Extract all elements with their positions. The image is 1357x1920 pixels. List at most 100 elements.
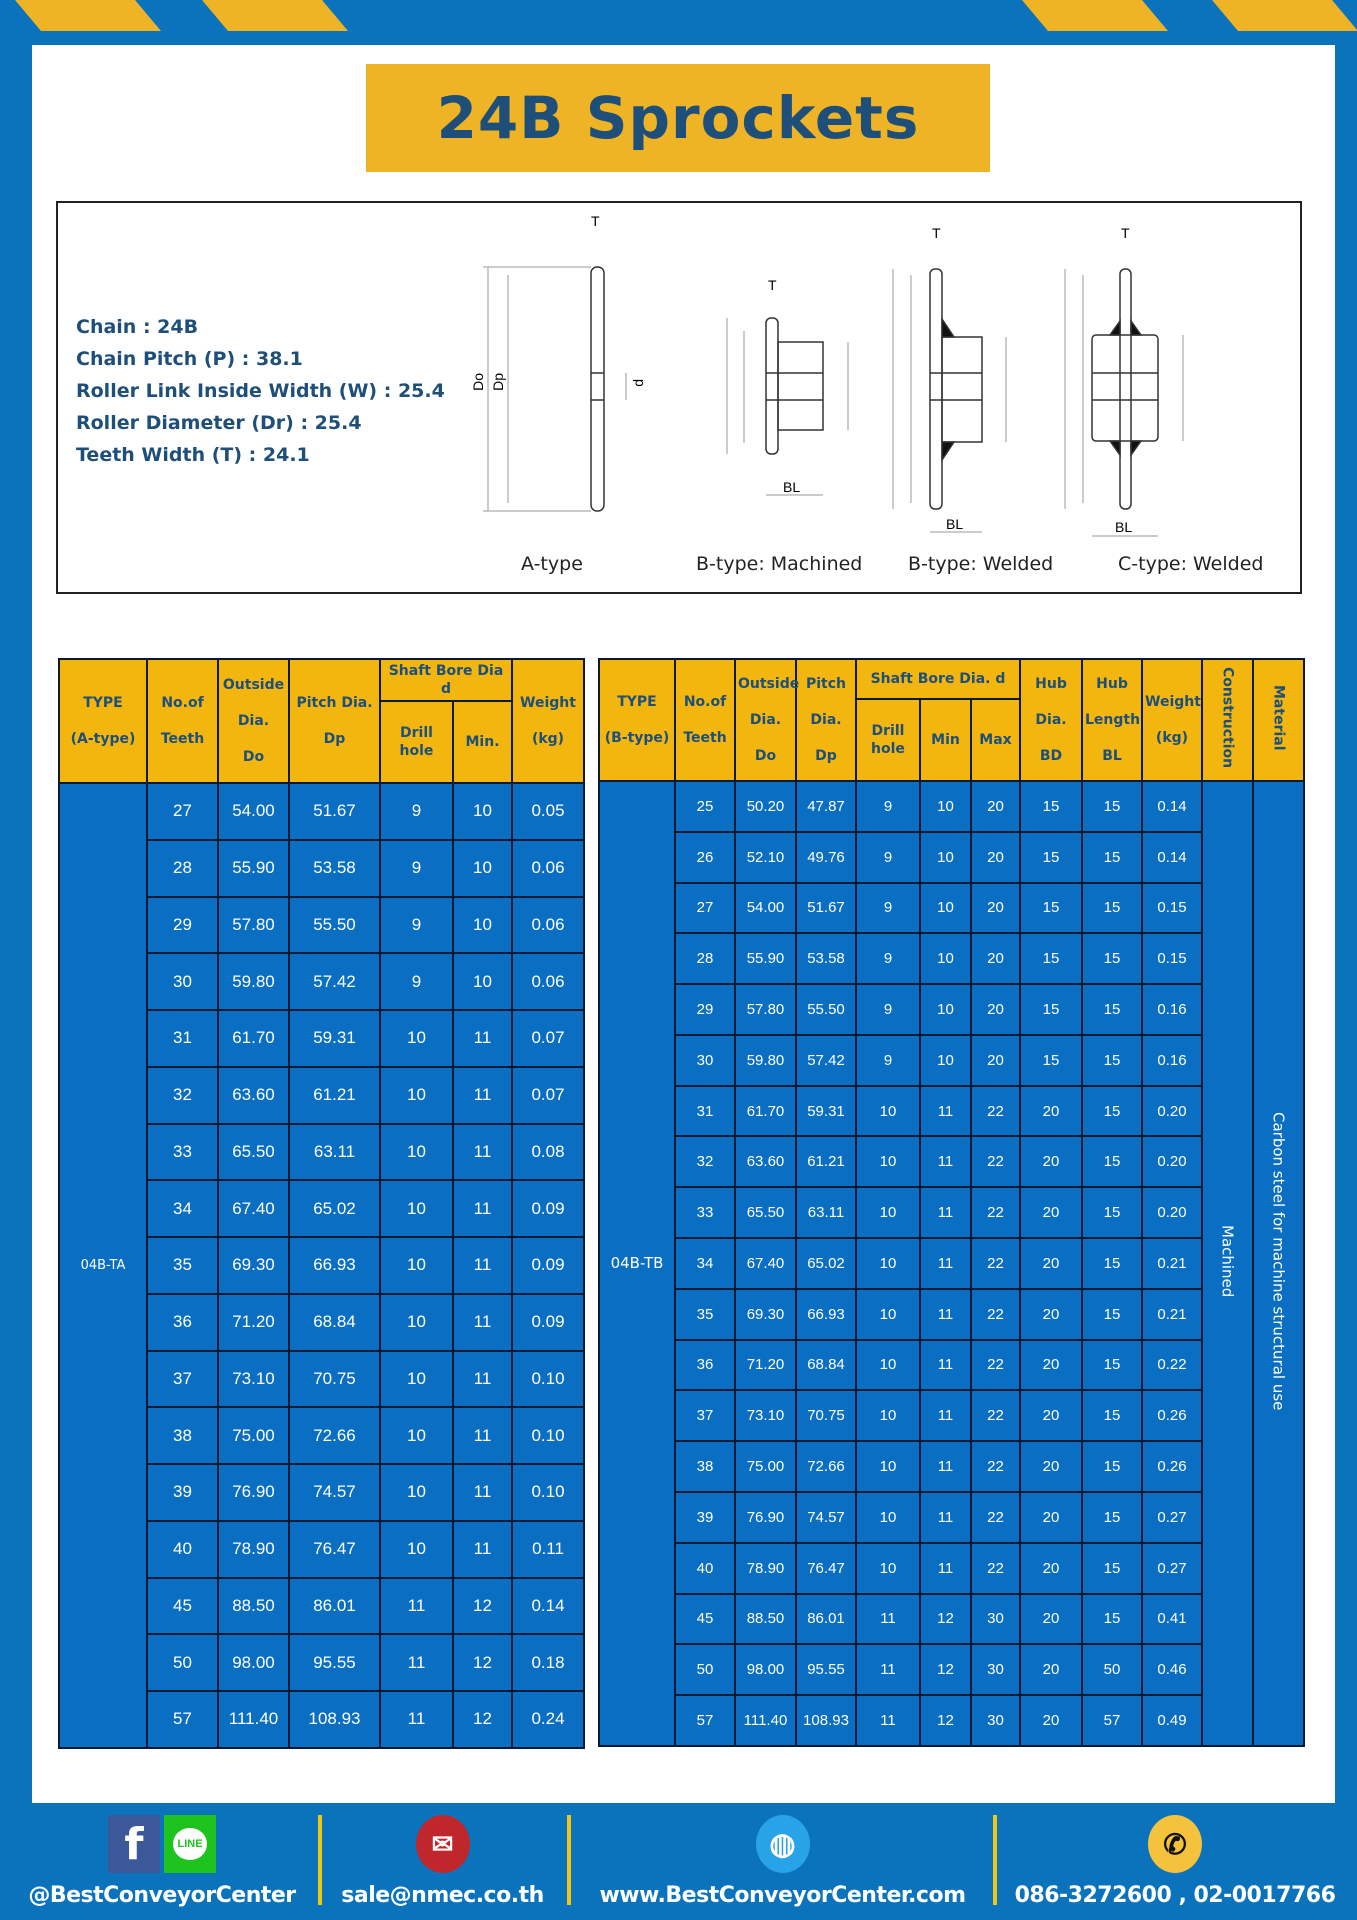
- cell-pitch-dia: 72.66: [795, 1440, 857, 1493]
- b-type-machined-drawing: [726, 317, 849, 496]
- cell-drill-hole: 11: [379, 1633, 454, 1692]
- table-row: 27 54.00 51.67 9 10 20 15 15 0.15: [599, 881, 1304, 935]
- cell-hub-dia: 20: [1019, 1490, 1083, 1544]
- phone-contact[interactable]: ✆ 086-3272600 , 02-0017766: [1005, 1815, 1345, 1908]
- cell-drill-hole: 10: [379, 1236, 454, 1295]
- cell-hub-length: 15: [1081, 1490, 1143, 1544]
- cell-pitch-dia: 86.01: [288, 1576, 381, 1636]
- cell-outside-dia: 111.40: [734, 1694, 797, 1747]
- cell-outside-dia: 88.50: [734, 1592, 797, 1646]
- cell-drill-hole: 10: [855, 1237, 921, 1290]
- cell-pitch-dia: 76.47: [288, 1519, 381, 1579]
- social-contact[interactable]: f LINE @BestConveyorCenter: [22, 1815, 302, 1908]
- cell-teeth: 37: [674, 1389, 736, 1443]
- decor-stripe: [1021, 0, 1169, 31]
- cell-outside-dia: 78.90: [217, 1519, 290, 1579]
- table-row: 34 67.40 65.02 10 11 22 20 15 0.21: [599, 1237, 1304, 1290]
- table-row: 39 76.90 74.57 10 11 0.10: [59, 1463, 586, 1522]
- cell-outside-dia: 71.20: [217, 1292, 290, 1352]
- divider: [318, 1815, 322, 1905]
- cell-max-bore: 20: [970, 1033, 1021, 1087]
- cell-hub-dia: 15: [1019, 932, 1083, 986]
- cell-teeth: 34: [146, 1179, 219, 1238]
- cell-drill-hole: 9: [855, 983, 921, 1036]
- header-type: TYPE (B-type): [598, 658, 676, 782]
- cell-outside-dia: 63.60: [217, 1065, 290, 1125]
- header-construction: Construction: [1201, 658, 1254, 782]
- table-row: 57 111.40 108.93 11 12 0.24: [59, 1690, 586, 1749]
- cell-drill-hole: 10: [379, 1406, 454, 1465]
- table-row: 26 52.10 49.76 9 10 20 15 15 0.14: [599, 830, 1304, 884]
- cell-drill-hole: 11: [379, 1690, 454, 1749]
- cell-teeth: 30: [146, 952, 219, 1011]
- website-contact[interactable]: ◍ www.BestConveyorCenter.com: [585, 1815, 980, 1908]
- cell-hub-dia: 15: [1019, 881, 1083, 935]
- cell-min-bore: 11: [919, 1490, 972, 1544]
- material-cell: Carbon steel for machine structural use: [1252, 780, 1305, 1747]
- cell-weight: 0.27: [1141, 1541, 1203, 1595]
- social-handle: @BestConveyorCenter: [28, 1883, 296, 1908]
- b-type-welded-drawing: [892, 268, 1007, 533]
- cell-pitch-dia: 57.42: [795, 1033, 857, 1087]
- cell-outside-dia: 65.50: [734, 1186, 797, 1240]
- cell-hub-length: 15: [1081, 1440, 1143, 1493]
- cell-min-bore: 11: [919, 1389, 972, 1443]
- table-row: 38 75.00 72.66 10 11 0.10: [59, 1406, 586, 1465]
- cell-outside-dia: 61.70: [217, 1009, 290, 1068]
- table-row: 28 55.90 53.58 9 10 0.06: [59, 838, 586, 898]
- cell-weight: 0.14: [511, 1576, 586, 1636]
- cell-weight: 0.18: [511, 1633, 586, 1692]
- cell-pitch-dia: 59.31: [288, 1009, 381, 1068]
- cell-hub-dia: 20: [1019, 1592, 1083, 1646]
- caption-a-type: A-type: [521, 553, 583, 575]
- cell-weight: 0.15: [1141, 881, 1203, 935]
- cell-pitch-dia: 108.93: [795, 1694, 857, 1747]
- cell-outside-dia: 50.20: [734, 780, 797, 833]
- cell-hub-length: 15: [1081, 780, 1143, 833]
- cell-teeth: 57: [674, 1694, 736, 1747]
- cell-pitch-dia: 53.58: [288, 838, 381, 898]
- cell-min-bore: 11: [919, 1186, 972, 1240]
- cell-hub-length: 15: [1081, 1237, 1143, 1290]
- cell-max-bore: 30: [970, 1592, 1021, 1646]
- cell-teeth: 40: [674, 1541, 736, 1595]
- header-teeth: No.of Teeth: [674, 658, 736, 782]
- cell-min-bore: 11: [919, 1237, 972, 1290]
- decor-stripe: [14, 0, 162, 31]
- table-row: 35 69.30 66.93 10 11 0.09: [59, 1236, 586, 1295]
- cell-pitch-dia: 95.55: [795, 1643, 857, 1697]
- cell-pitch-dia: 68.84: [288, 1292, 381, 1352]
- cell-min-bore: 10: [919, 881, 972, 935]
- type-cell: 04B-TB: [598, 780, 676, 1747]
- cell-weight: 0.21: [1141, 1237, 1203, 1290]
- cell-outside-dia: 73.10: [734, 1389, 797, 1443]
- cell-hub-length: 15: [1081, 1338, 1143, 1392]
- decor-stripe: [1211, 0, 1357, 31]
- table-row: 31 61.70 59.31 10 11 0.07: [59, 1009, 586, 1068]
- email-contact[interactable]: ✉ sale@nmec.co.th: [330, 1815, 555, 1908]
- cell-weight: 0.10: [511, 1349, 586, 1409]
- cell-min-bore: 11: [919, 1440, 972, 1493]
- cell-hub-dia: 20: [1019, 1186, 1083, 1240]
- cell-hub-length: 15: [1081, 983, 1143, 1036]
- cell-drill-hole: 9: [855, 932, 921, 986]
- cell-outside-dia: 88.50: [217, 1576, 290, 1636]
- table-row: 30 59.80 57.42 9 10 20 15 15 0.16: [599, 1033, 1304, 1087]
- table-row: 36 71.20 68.84 10 11 0.09: [59, 1292, 586, 1352]
- cell-teeth: 38: [674, 1440, 736, 1493]
- cell-drill-hole: 10: [379, 1122, 454, 1182]
- cell-drill-hole: 10: [855, 1338, 921, 1392]
- cell-weight: 0.06: [511, 952, 586, 1011]
- cell-min-bore: 11: [451, 1463, 514, 1522]
- cell-teeth: 29: [674, 983, 736, 1036]
- cell-drill-hole: 10: [855, 1135, 921, 1189]
- material-value: Carbon steel for machine structural use: [1269, 1112, 1288, 1411]
- cell-max-bore: 30: [970, 1694, 1021, 1747]
- cell-max-bore: 22: [970, 1186, 1021, 1240]
- cell-teeth: 33: [146, 1122, 219, 1182]
- cell-min-bore: 10: [919, 1033, 972, 1087]
- cell-weight: 0.26: [1141, 1389, 1203, 1443]
- cell-min-bore: 12: [451, 1690, 514, 1749]
- cell-hub-length: 15: [1081, 1186, 1143, 1240]
- cell-teeth: 40: [146, 1519, 219, 1579]
